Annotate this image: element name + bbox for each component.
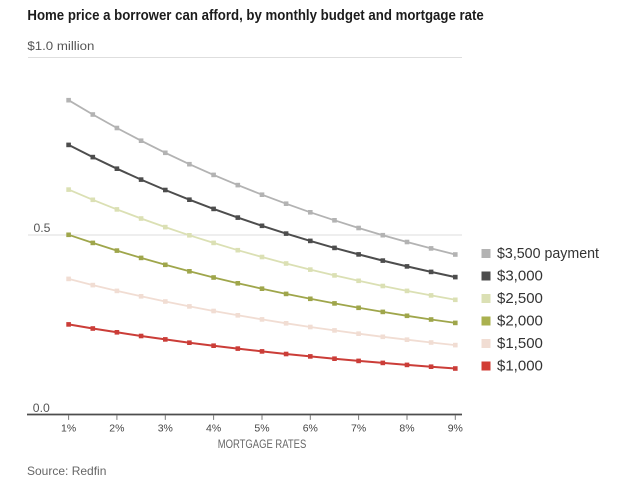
svg-text:8%: 8% bbox=[399, 423, 414, 435]
svg-text:1%: 1% bbox=[61, 423, 76, 435]
svg-text:6%: 6% bbox=[303, 423, 318, 435]
svg-text:7%: 7% bbox=[351, 423, 366, 435]
svg-text:Home price a borrower can affo: Home price a borrower can afford, by mon… bbox=[27, 7, 483, 24]
svg-text:5%: 5% bbox=[254, 423, 269, 435]
svg-text:$1,000: $1,000 bbox=[497, 358, 543, 375]
svg-text:3%: 3% bbox=[158, 423, 173, 435]
svg-text:9%: 9% bbox=[448, 423, 463, 435]
svg-text:0.0: 0.0 bbox=[33, 401, 50, 415]
svg-text:Source: Redfin: Source: Redfin bbox=[27, 464, 106, 478]
svg-text:$2,500: $2,500 bbox=[497, 290, 543, 307]
svg-text:4%: 4% bbox=[206, 423, 221, 435]
svg-text:$3,000: $3,000 bbox=[497, 268, 543, 285]
svg-text:0.5: 0.5 bbox=[34, 221, 51, 235]
svg-text:$1.0 million: $1.0 million bbox=[27, 39, 94, 53]
svg-text:MORTGAGE RATES: MORTGAGE RATES bbox=[218, 439, 307, 451]
svg-text:$2,000: $2,000 bbox=[497, 313, 543, 330]
svg-text:$1,500: $1,500 bbox=[497, 335, 543, 352]
svg-text:$3,500 payment: $3,500 payment bbox=[497, 245, 600, 262]
svg-text:2%: 2% bbox=[109, 423, 124, 435]
